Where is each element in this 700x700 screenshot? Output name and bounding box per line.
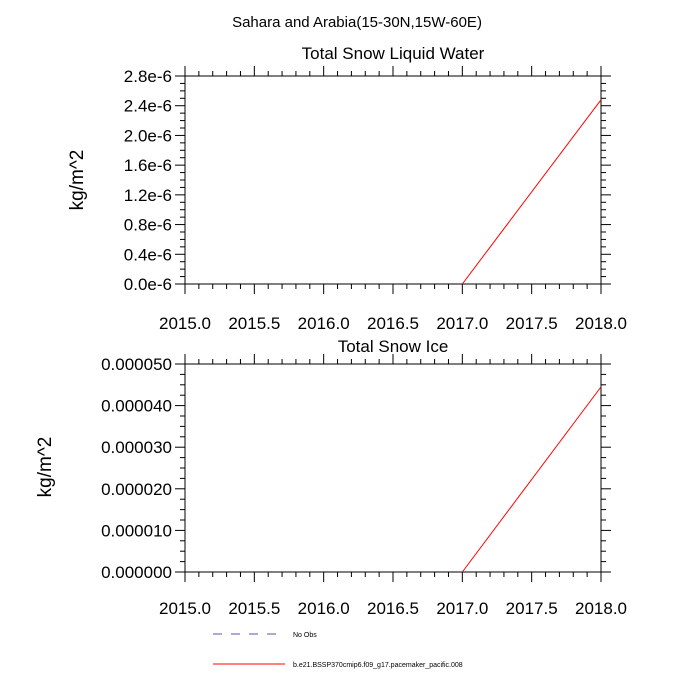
x-tick-label: 2017.5 bbox=[506, 314, 558, 333]
y-tick-label: 0.000030 bbox=[101, 438, 172, 457]
y-axis-label: kg/m^2 bbox=[35, 437, 56, 498]
x-tick-label: 2015.5 bbox=[228, 314, 280, 333]
plot-frame bbox=[184, 363, 602, 573]
x-tick-label: 2015.5 bbox=[228, 599, 280, 618]
panel-snow-ice: Total Snow Ice kg/m^2 2015.0 2015.5 2016.0… bbox=[35, 337, 627, 618]
legend-label: No Obs bbox=[293, 632, 317, 639]
plot-area: 2015.0 2015.5 2016.0 2016.5 2017.0 2017.5 2018… bbox=[124, 66, 627, 333]
x-tick-label: 2018.0 bbox=[575, 314, 627, 333]
legend-item-no-obs: No Obs bbox=[213, 632, 317, 639]
y-tick-label: 0.4e-6 bbox=[124, 245, 172, 264]
x-tick-label: 2017.0 bbox=[436, 599, 488, 618]
y-tick-label: 0.000050 bbox=[101, 355, 172, 374]
y-tick-label: 0.000000 bbox=[101, 563, 172, 582]
plot-area: 2015.0 2015.5 2016.0 2016.5 2017.0 2017.5 2018… bbox=[101, 354, 627, 618]
x-tick-label: 2015.0 bbox=[159, 314, 211, 333]
x-tick-label: 2018.0 bbox=[575, 599, 627, 618]
y-tick-label: 2.8e-6 bbox=[124, 67, 172, 86]
x-tick-label: 2017.5 bbox=[506, 599, 558, 618]
y-tick-label: 0.0e-6 bbox=[124, 275, 172, 294]
panel-title: Total Snow Ice bbox=[338, 337, 449, 356]
y-tick-label: 0.000040 bbox=[101, 397, 172, 416]
x-tick-label: 2017.0 bbox=[436, 314, 488, 333]
y-tick-label: 2.4e-6 bbox=[124, 97, 172, 116]
legend: No Obs b.e21.BSSP370cmip6.f09_g17.pacema… bbox=[213, 632, 463, 669]
y-tick-label: 0.000010 bbox=[101, 521, 172, 540]
y-tick-label: 2.0e-6 bbox=[124, 126, 172, 145]
y-axis-label: kg/m^2 bbox=[67, 150, 88, 211]
y-tick-label: 1.2e-6 bbox=[124, 186, 172, 205]
y-tick-label: 0.000020 bbox=[101, 480, 172, 499]
legend-item-model: b.e21.BSSP370cmip6.f09_g17.pacemaker_pac… bbox=[213, 662, 463, 669]
figure-title: Sahara and Arabia(15-30N,15W-60E) bbox=[232, 14, 482, 31]
plot-frame bbox=[184, 75, 602, 285]
x-tick-label: 2016.5 bbox=[367, 599, 419, 618]
x-tick-label: 2016.0 bbox=[298, 599, 350, 618]
x-tick-label: 2015.0 bbox=[159, 599, 211, 618]
y-tick-label: 1.6e-6 bbox=[124, 156, 172, 175]
panel-title: Total Snow Liquid Water bbox=[302, 44, 485, 63]
series-line bbox=[461, 99, 602, 285]
series-line bbox=[461, 386, 602, 573]
y-tick-label: 0.8e-6 bbox=[124, 216, 172, 235]
x-tick-label: 2016.5 bbox=[367, 314, 419, 333]
x-tick-label: 2016.0 bbox=[298, 314, 350, 333]
panel-snow-liquid-water: Total Snow Liquid Water kg/m^2 2015.0 201… bbox=[67, 44, 627, 333]
legend-label: b.e21.BSSP370cmip6.f09_g17.pacemaker_pac… bbox=[293, 662, 463, 669]
